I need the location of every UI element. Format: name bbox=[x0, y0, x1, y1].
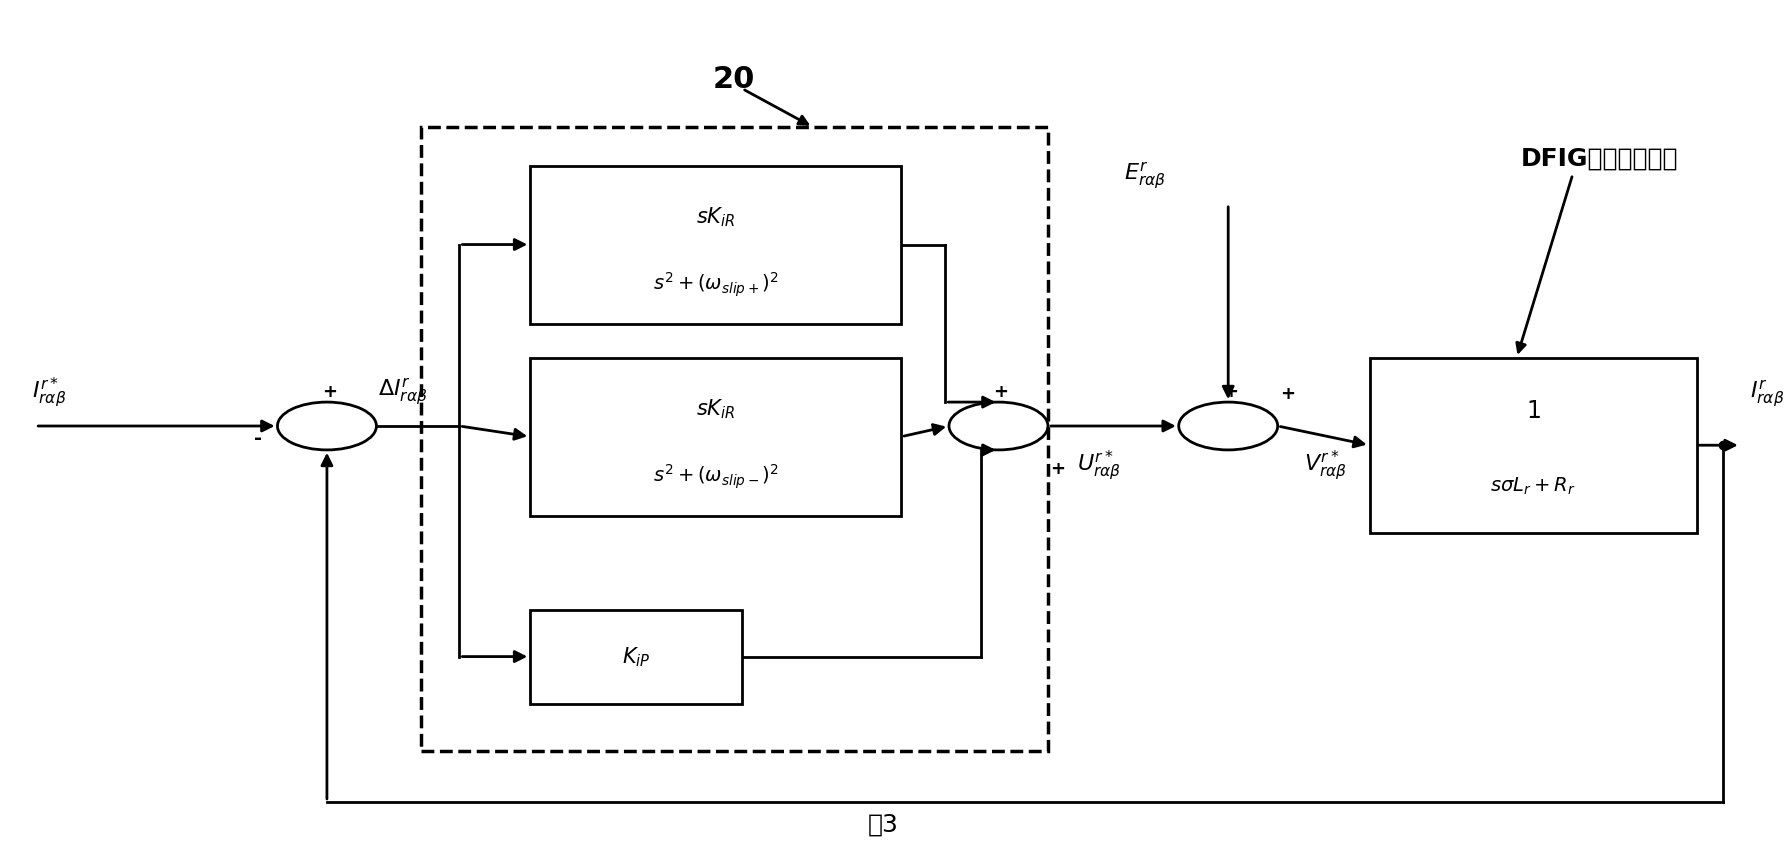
Text: $I^{r}_{r\alpha\beta}$: $I^{r}_{r\alpha\beta}$ bbox=[1749, 378, 1784, 409]
Text: +: + bbox=[322, 382, 336, 400]
Text: +: + bbox=[1280, 385, 1295, 403]
Text: $1$: $1$ bbox=[1525, 398, 1541, 423]
Text: $s^2+(\omega_{slip+})^2$: $s^2+(\omega_{slip+})^2$ bbox=[653, 270, 778, 299]
Text: $E^{r}_{r\alpha\beta}$: $E^{r}_{r\alpha\beta}$ bbox=[1125, 160, 1166, 192]
Text: $\Delta I^{r}_{r\alpha\beta}$: $\Delta I^{r}_{r\alpha\beta}$ bbox=[377, 376, 427, 408]
Text: +: + bbox=[1223, 382, 1237, 400]
Text: $s^2+(\omega_{slip-})^2$: $s^2+(\omega_{slip-})^2$ bbox=[653, 462, 778, 490]
Text: $K_{iP}$: $K_{iP}$ bbox=[622, 645, 651, 669]
Text: $U^{r*}_{r\alpha\beta}$: $U^{r*}_{r\alpha\beta}$ bbox=[1076, 448, 1121, 482]
Text: -: - bbox=[254, 429, 261, 448]
FancyBboxPatch shape bbox=[1370, 358, 1697, 533]
Text: 图3: 图3 bbox=[869, 811, 899, 835]
Text: $I^{r*}_{r\alpha\beta}$: $I^{r*}_{r\alpha\beta}$ bbox=[32, 375, 66, 409]
Text: $sK_{iR}$: $sK_{iR}$ bbox=[696, 397, 735, 421]
FancyBboxPatch shape bbox=[531, 166, 901, 324]
FancyBboxPatch shape bbox=[531, 358, 901, 516]
Text: $s\sigma L_r+R_r$: $s\sigma L_r+R_r$ bbox=[1491, 475, 1575, 496]
Text: 20: 20 bbox=[712, 65, 755, 94]
Text: $V^{r*}_{r\alpha\beta}$: $V^{r*}_{r\alpha\beta}$ bbox=[1303, 448, 1346, 482]
Text: +: + bbox=[994, 382, 1008, 400]
Text: DFIG转子数学模型: DFIG转子数学模型 bbox=[1520, 147, 1679, 171]
Text: +: + bbox=[1050, 460, 1066, 478]
FancyBboxPatch shape bbox=[531, 610, 742, 704]
Text: $sK_{iR}$: $sK_{iR}$ bbox=[696, 205, 735, 229]
